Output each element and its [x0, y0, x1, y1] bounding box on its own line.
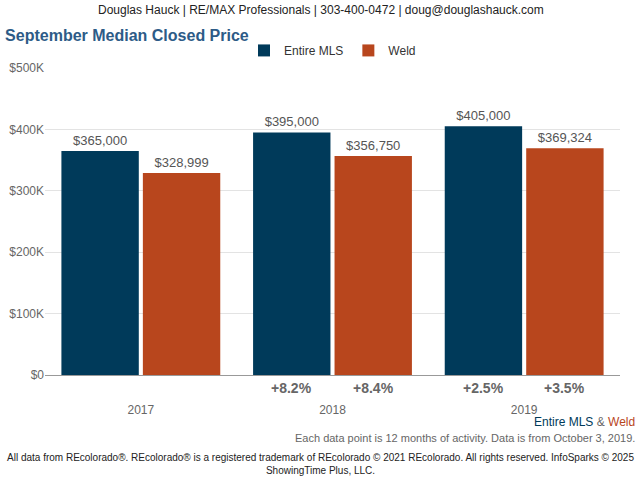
svg-text:$405,000: $405,000 [456, 108, 510, 123]
svg-text:$300K: $300K [9, 184, 44, 198]
svg-text:$100K: $100K [9, 307, 44, 321]
svg-text:Weld: Weld [388, 44, 415, 58]
svg-text:2018: 2018 [319, 403, 346, 417]
svg-text:$400K: $400K [9, 123, 44, 137]
svg-text:Entire MLS & Weld: Entire MLS & Weld [534, 415, 635, 429]
svg-text:$356,750: $356,750 [346, 138, 400, 153]
svg-text:Douglas Hauck | RE/MAX Profess: Douglas Hauck | RE/MAX Professionals | 3… [98, 3, 544, 17]
svg-text:$0: $0 [31, 368, 45, 382]
svg-text:2017: 2017 [127, 403, 154, 417]
svg-text:2019: 2019 [511, 403, 538, 417]
svg-text:+8.4%: +8.4% [353, 380, 394, 396]
svg-text:$365,000: $365,000 [73, 133, 127, 148]
svg-text:All data from REcolorado®. REc: All data from REcolorado®. REcolorado® i… [7, 452, 634, 476]
svg-text:September Median Closed Price: September Median Closed Price [5, 27, 249, 44]
svg-text:$500K: $500K [9, 61, 44, 75]
svg-text:Each data point is 12 months o: Each data point is 12 months of activity… [295, 432, 635, 444]
svg-text:$328,999: $328,999 [154, 155, 208, 170]
svg-text:$395,000: $395,000 [265, 114, 319, 129]
svg-text:Entire MLS: Entire MLS [284, 44, 343, 58]
svg-text:+8.2%: +8.2% [271, 380, 312, 396]
svg-text:$369,324: $369,324 [538, 130, 592, 145]
svg-text:+2.5%: +2.5% [463, 380, 504, 396]
svg-text:$200K: $200K [9, 245, 44, 259]
svg-text:+3.5%: +3.5% [544, 380, 585, 396]
